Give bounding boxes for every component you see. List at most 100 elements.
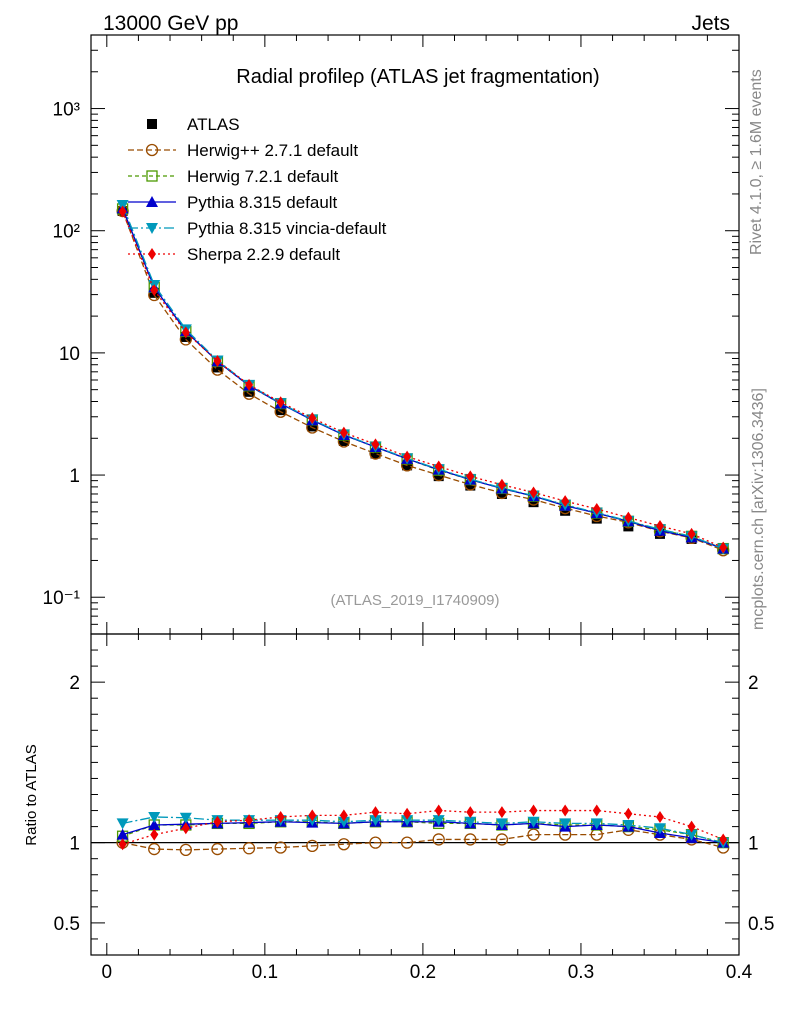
ratio-series-point bbox=[371, 806, 380, 819]
analysis-id: (ATLAS_2019_I1740909) bbox=[330, 592, 499, 609]
legend-marker bbox=[147, 119, 157, 129]
ratio-series-point bbox=[464, 816, 477, 828]
series-line bbox=[122, 211, 724, 549]
legend-entry: Pythia 8.315 default bbox=[128, 193, 338, 212]
ratio-ylabel: Ratio to ATLAS bbox=[23, 744, 40, 845]
ratio-series-point bbox=[181, 822, 190, 835]
series-point bbox=[403, 450, 412, 463]
legend-marker bbox=[146, 170, 158, 182]
ratio-series-point bbox=[529, 804, 538, 817]
ratio-series-point bbox=[561, 804, 570, 817]
ratio-series-point bbox=[687, 820, 696, 833]
legend-marker bbox=[148, 248, 156, 260]
ratio-series-point bbox=[369, 815, 382, 827]
ratio-series-line bbox=[122, 816, 724, 844]
y-tick-label: 1 bbox=[69, 466, 80, 487]
series-layer bbox=[116, 199, 730, 857]
data-point bbox=[275, 405, 286, 416]
ratio-series-point bbox=[118, 838, 127, 851]
ratio-y-tick-label: 2 bbox=[69, 673, 80, 694]
ratio-series-point bbox=[274, 841, 287, 854]
ratio-series-point bbox=[337, 838, 351, 851]
ratio-series-point bbox=[432, 833, 445, 846]
series-point bbox=[245, 378, 254, 391]
ratio-series-point bbox=[719, 833, 728, 846]
ratio-series-line bbox=[122, 821, 724, 844]
x-tick-label: 0.2 bbox=[410, 962, 436, 983]
ratio-series-point bbox=[339, 809, 348, 822]
legend-label: Pythia 8.315 default bbox=[187, 193, 338, 212]
ratio-series-point bbox=[495, 818, 508, 830]
ratio-series-point bbox=[276, 810, 285, 823]
ratio-series-point bbox=[401, 815, 414, 827]
legend-marker bbox=[146, 223, 158, 234]
ratio-series-point bbox=[403, 807, 412, 820]
legend-label: ATLAS bbox=[187, 115, 240, 134]
ratio-y-tick-label-right: 1 bbox=[748, 834, 759, 855]
ratio-series-point bbox=[685, 829, 698, 841]
legend-entry: ATLAS bbox=[147, 115, 240, 134]
series-4 bbox=[118, 205, 728, 851]
ratio-series-point bbox=[464, 833, 477, 846]
series-point bbox=[116, 199, 129, 211]
chart-title: Radial profileρ (ATLAS jet fragmentation… bbox=[236, 66, 599, 88]
series-point bbox=[655, 520, 664, 533]
series-point bbox=[434, 460, 443, 473]
ratio-series-point bbox=[337, 816, 350, 828]
data-point bbox=[212, 362, 223, 373]
ratio-y-tick-label: 1 bbox=[69, 834, 80, 855]
data-point bbox=[465, 480, 476, 491]
ratio-series-point bbox=[213, 815, 222, 828]
legend-entry: Herwig 7.2.1 default bbox=[128, 167, 338, 186]
ratio-y-tick-label: 0.5 bbox=[54, 914, 80, 935]
ratio-series-point bbox=[245, 814, 254, 827]
series-point bbox=[497, 478, 506, 491]
ratio-series-point bbox=[590, 818, 603, 830]
ratio-series-line bbox=[122, 821, 724, 844]
legend-entry: Pythia 8.315 vincia-default bbox=[128, 219, 387, 238]
legend: ATLAS Herwig++ 2.7.1 default Herwig 7.2.1 … bbox=[128, 115, 387, 264]
y-tick-label: 10⁻¹ bbox=[43, 588, 81, 609]
ratio-y-tick-label-right: 2 bbox=[748, 673, 759, 694]
ratio-panel-frame bbox=[90, 633, 740, 956]
ratio-series-point bbox=[116, 828, 129, 840]
series-point bbox=[213, 354, 222, 367]
ratio-series-point bbox=[369, 836, 382, 849]
data-point bbox=[307, 421, 318, 432]
header-left: 13000 GeV pp bbox=[103, 12, 238, 35]
ratio-series-point bbox=[179, 812, 192, 824]
data-point bbox=[528, 497, 539, 508]
series-point bbox=[466, 470, 475, 483]
legend-label: Herwig 7.2.1 default bbox=[187, 167, 338, 186]
series-point bbox=[150, 284, 159, 297]
ratio-series-point bbox=[148, 842, 161, 856]
series-point bbox=[339, 426, 348, 439]
ratio-series-point bbox=[400, 836, 414, 849]
ratio-y-tick-label-right: 0.5 bbox=[748, 914, 774, 935]
ratio-series-point bbox=[495, 833, 509, 846]
series-1 bbox=[116, 203, 729, 849]
series-point bbox=[719, 541, 728, 554]
series-0 bbox=[116, 204, 730, 857]
y-tick-label: 10² bbox=[53, 222, 80, 243]
series-point bbox=[181, 326, 190, 339]
axes: 0 0.1 0.2 0.3 0.4 10⁻¹ 1 10 10² 10³ 0.5 0.5 1 1 2 2 bbox=[43, 34, 774, 983]
ratio-series-point bbox=[653, 823, 666, 835]
ratio-series-point bbox=[466, 806, 475, 819]
ratio-series-point bbox=[432, 815, 445, 827]
side-text-bottom: mcplots.cern.ch [arXiv:1306.3436] bbox=[750, 388, 767, 630]
ratio-series-point bbox=[559, 818, 572, 830]
series-line bbox=[122, 204, 724, 550]
series-point bbox=[561, 495, 570, 508]
series-point bbox=[118, 205, 127, 218]
legend-marker bbox=[146, 196, 158, 207]
x-tick-label: 0 bbox=[102, 962, 113, 983]
ratio-series-point bbox=[148, 818, 161, 830]
legend-marker bbox=[145, 143, 159, 157]
ratio-series-point bbox=[211, 842, 224, 856]
ratio-series-point bbox=[150, 828, 159, 841]
data-point bbox=[244, 386, 255, 397]
legend-label: Herwig++ 2.7.1 default bbox=[187, 141, 358, 160]
ratio-series-point bbox=[622, 819, 635, 831]
legend-label: Sherpa 2.2.9 default bbox=[187, 245, 340, 264]
